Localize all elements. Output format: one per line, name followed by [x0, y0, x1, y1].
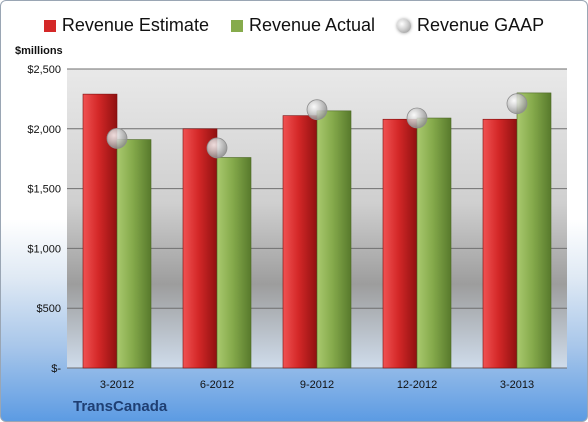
legend: Revenue Estimate Revenue Actual Revenue … — [1, 15, 587, 36]
legend-item-actual: Revenue Actual — [230, 15, 376, 36]
bar-revenue-estimate — [282, 115, 318, 369]
bar-revenue-actual — [516, 92, 552, 369]
x-tick-label: 3-2013 — [500, 379, 534, 391]
marker-revenue-gaap — [206, 137, 228, 159]
legend-swatch-actual — [230, 19, 243, 32]
bar-revenue-estimate — [182, 128, 218, 369]
bar-revenue-actual — [216, 157, 252, 369]
legend-item-gaap: Revenue GAAP — [397, 15, 544, 36]
bar-revenue-estimate — [382, 118, 418, 369]
legend-swatch-gaap — [397, 18, 412, 33]
marker-revenue-gaap — [406, 107, 428, 129]
legend-item-estimate: Revenue Estimate — [43, 15, 209, 36]
bar-revenue-actual — [416, 117, 452, 369]
legend-label-actual: Revenue Actual — [248, 15, 376, 35]
bar-revenue-estimate — [482, 118, 518, 369]
legend-swatch-estimate — [43, 19, 56, 32]
legend-label-gaap: Revenue GAAP — [417, 15, 545, 35]
legend-label-estimate: Revenue Estimate — [61, 15, 209, 35]
y-tick-label: $1,500 — [27, 184, 61, 196]
marker-revenue-gaap — [506, 93, 528, 115]
y-tick-label: $- — [51, 363, 61, 375]
x-tick-label: 6-2012 — [200, 379, 234, 391]
x-tick-label: 3-2012 — [100, 379, 134, 391]
y-tick-label: $2,000 — [27, 124, 61, 136]
x-tick-label: 9-2012 — [300, 379, 334, 391]
bar-revenue-actual — [316, 110, 352, 369]
y-tick-label: $500 — [37, 303, 61, 315]
company-label: TransCanada — [73, 398, 168, 415]
y-unit-label: $millions — [15, 45, 63, 57]
y-tick-label: $2,500 — [27, 64, 61, 76]
marker-revenue-gaap — [106, 127, 128, 149]
marker-revenue-gaap — [306, 99, 328, 121]
y-tick-label: $1,000 — [27, 243, 61, 255]
x-tick-label: 12-2012 — [397, 379, 437, 391]
bar-revenue-actual — [116, 139, 152, 369]
